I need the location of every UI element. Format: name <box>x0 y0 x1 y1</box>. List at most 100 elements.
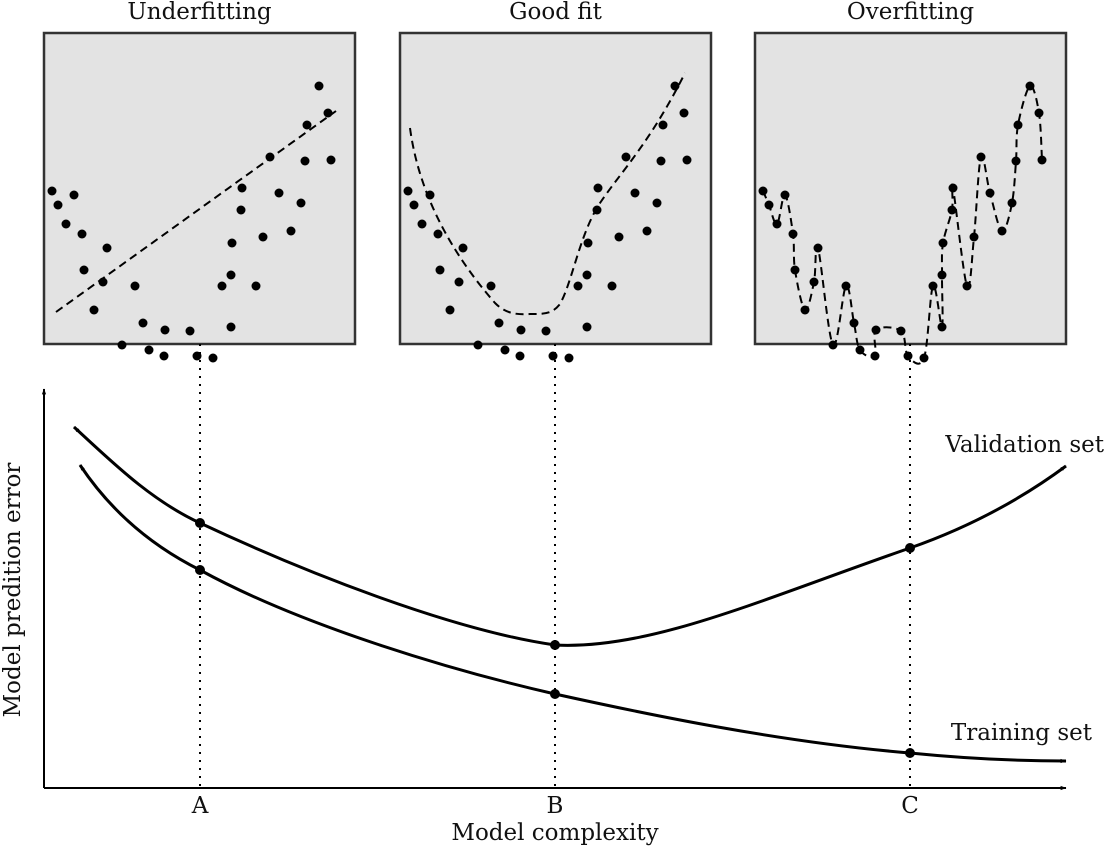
sample-point <box>614 232 624 242</box>
sample-point <box>53 200 63 210</box>
fit-line <box>55 110 337 313</box>
panel-points <box>403 81 692 363</box>
sample-point <box>652 198 662 208</box>
sample-point <box>658 120 668 130</box>
panel-good-fit <box>398 31 713 363</box>
sample-point <box>160 325 170 335</box>
sample-point <box>314 81 324 91</box>
sample-point <box>1037 155 1047 165</box>
training-point-b <box>550 689 560 699</box>
panel-frame <box>753 31 1068 346</box>
validation-point-c <box>905 543 915 553</box>
sample-point <box>251 281 261 291</box>
sample-point <box>208 353 218 363</box>
training-curve <box>78 464 1067 764</box>
training-point-a <box>195 565 205 575</box>
sample-point <box>47 186 57 196</box>
sample-point <box>656 156 666 166</box>
panel-overfitting <box>753 31 1068 365</box>
sample-point <box>227 238 237 248</box>
tick-label-b: B <box>547 793 564 819</box>
sample-point <box>433 229 443 239</box>
sample-point <box>117 340 127 350</box>
guide-lines <box>199 344 911 788</box>
tick-label-a: A <box>191 793 209 819</box>
sample-point <box>458 243 468 253</box>
sample-point <box>564 353 574 363</box>
validation-point-b <box>550 640 560 650</box>
panel-frame <box>42 31 357 346</box>
sample-point <box>454 277 464 287</box>
sample-point <box>435 265 445 275</box>
fit-curve <box>409 72 686 316</box>
curve-markers <box>195 518 915 758</box>
panel-underfitting <box>42 31 357 363</box>
panel-points <box>47 81 336 363</box>
sample-point <box>500 345 510 355</box>
sample-point <box>258 232 268 242</box>
sample-point <box>323 108 333 118</box>
sample-point <box>69 190 79 200</box>
panel-frame <box>398 31 713 346</box>
sample-point <box>621 152 631 162</box>
tick-label-c: C <box>901 793 919 819</box>
sample-point <box>679 108 689 118</box>
sample-point <box>226 322 236 332</box>
training-set-label: Training set <box>951 720 1093 746</box>
sample-point <box>937 270 947 280</box>
training-point-c <box>905 748 915 758</box>
sample-point <box>593 183 603 193</box>
sample-point <box>237 183 247 193</box>
sample-point <box>138 318 148 328</box>
sample-point <box>670 81 680 91</box>
sample-point <box>77 229 87 239</box>
validation-set-label: Validation set <box>944 432 1104 458</box>
sample-point <box>516 325 526 335</box>
sample-point <box>417 219 427 229</box>
sample-point <box>302 120 312 130</box>
sample-point <box>159 351 169 361</box>
sample-point <box>274 188 284 198</box>
sample-point <box>969 232 979 242</box>
sample-point <box>642 226 652 236</box>
sample-point <box>61 219 71 229</box>
sample-point <box>130 281 140 291</box>
sample-point <box>102 243 112 253</box>
validation-curve <box>72 425 1067 647</box>
sample-point <box>445 305 455 315</box>
panel-title-good-fit: Good fit <box>509 0 602 25</box>
sample-point <box>682 155 692 165</box>
sample-point <box>1013 120 1023 130</box>
sample-point <box>79 265 89 275</box>
sample-point <box>300 156 310 166</box>
sample-point <box>928 281 938 291</box>
sample-point <box>217 281 227 291</box>
sample-point <box>494 318 504 328</box>
sample-point <box>582 270 592 280</box>
sample-point <box>1011 156 1021 166</box>
sample-point <box>185 326 195 336</box>
sample-point <box>573 281 583 291</box>
sample-point <box>583 238 593 248</box>
sample-point <box>236 205 246 215</box>
sample-point <box>607 281 617 291</box>
panel-title-overfitting: Overfitting <box>847 0 974 25</box>
sample-point <box>89 305 99 315</box>
x-axis-title: Model complexity <box>451 820 658 846</box>
y-axis-title: Model predition error <box>0 463 26 718</box>
sample-point <box>515 351 525 361</box>
sample-point <box>473 340 483 350</box>
sample-point <box>144 345 154 355</box>
sample-point <box>548 351 558 361</box>
overfit-curve <box>762 84 1043 365</box>
sample-point <box>849 318 859 328</box>
sample-point <box>541 326 551 336</box>
sample-point <box>582 322 592 332</box>
sample-point <box>630 188 640 198</box>
sample-point <box>409 200 419 210</box>
sample-point <box>226 270 236 280</box>
panel-title-underfitting: Underfitting <box>127 0 272 25</box>
sample-point <box>326 155 336 165</box>
sample-point <box>403 186 413 196</box>
